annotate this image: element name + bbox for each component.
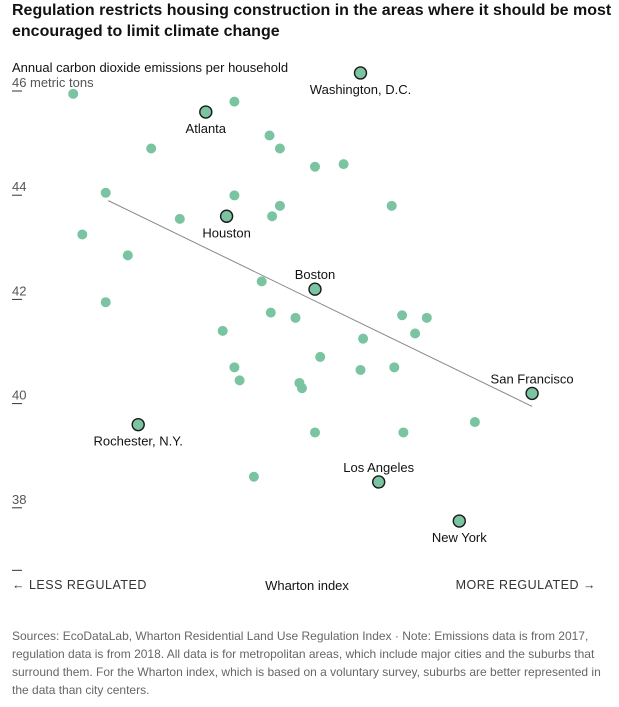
data-point xyxy=(386,200,397,211)
scatter-chart: 46 metric tons 44 42 40 38 Annual carbon diox… xyxy=(12,60,596,593)
y-tick-label: 46 xyxy=(12,75,26,90)
y-axis: 46 metric tons 44 42 40 38 xyxy=(12,75,94,571)
data-point xyxy=(229,96,240,107)
data-point xyxy=(469,417,480,428)
x-axis-left-label: ← LESS REGULATED xyxy=(12,578,147,592)
data-point xyxy=(248,471,259,482)
data-point xyxy=(77,229,88,240)
data-point xyxy=(229,190,240,201)
y-axis-label: Annual carbon dioxide emissions per hous… xyxy=(12,60,288,75)
city-label: Rochester, N.Y. xyxy=(94,434,183,449)
data-point xyxy=(68,88,79,99)
data-point xyxy=(398,427,409,438)
x-axis-label: Wharton index xyxy=(265,578,349,593)
data-point xyxy=(174,213,185,224)
highlighted-cities: Washington, D.C. Atlanta Houston Boston San … xyxy=(94,66,574,545)
data-point xyxy=(338,159,349,170)
city-label: New York xyxy=(432,530,487,545)
city-label: Atlanta xyxy=(186,121,227,136)
data-point xyxy=(146,143,157,154)
data-point xyxy=(274,200,285,211)
y-tick-label: 38 xyxy=(12,492,26,507)
highlighted-point xyxy=(131,417,145,432)
data-point xyxy=(256,276,267,287)
data-point xyxy=(234,375,245,386)
city-label: Houston xyxy=(202,225,250,240)
highlighted-point xyxy=(219,209,234,223)
data-point xyxy=(310,427,320,438)
city-label: Los Angeles xyxy=(343,460,414,475)
highlighted-point xyxy=(199,105,213,119)
data-point xyxy=(389,362,400,373)
y-tick-label: 44 xyxy=(12,179,26,194)
data-point xyxy=(421,312,432,323)
data-point xyxy=(358,333,369,344)
city-label: Boston xyxy=(295,267,335,282)
y-tick-label: 40 xyxy=(12,388,26,403)
source-note: Sources: EcoDataLab, Wharton Residential… xyxy=(12,629,601,697)
data-point xyxy=(217,325,228,336)
x-axis-right-label: MORE REGULATED → xyxy=(456,578,596,592)
data-point xyxy=(274,143,285,154)
data-point xyxy=(290,312,301,323)
data-point xyxy=(100,297,111,308)
chart-title: Regulation restricts housing constructio… xyxy=(12,2,612,40)
data-point xyxy=(310,161,320,172)
data-point xyxy=(355,364,366,375)
city-label: Washington, D.C. xyxy=(310,82,411,97)
data-point xyxy=(122,250,133,261)
data-point xyxy=(100,187,111,198)
highlighted-point xyxy=(308,282,322,296)
highlighted-point xyxy=(372,475,386,489)
data-point xyxy=(229,362,240,373)
data-point xyxy=(265,307,276,318)
data-point xyxy=(315,351,326,362)
data-point xyxy=(264,130,275,141)
y-tick-label: 42 xyxy=(12,283,26,298)
highlighted-point xyxy=(525,386,539,401)
trend-line xyxy=(108,200,533,407)
data-point xyxy=(297,383,307,394)
data-point xyxy=(267,211,278,222)
data-points xyxy=(68,88,480,482)
city-label: San Francisco xyxy=(491,371,574,386)
highlighted-point xyxy=(353,66,368,80)
data-point xyxy=(397,310,408,321)
data-point xyxy=(410,328,421,339)
highlighted-point xyxy=(452,514,466,528)
y-unit-label: metric tons xyxy=(30,75,94,90)
